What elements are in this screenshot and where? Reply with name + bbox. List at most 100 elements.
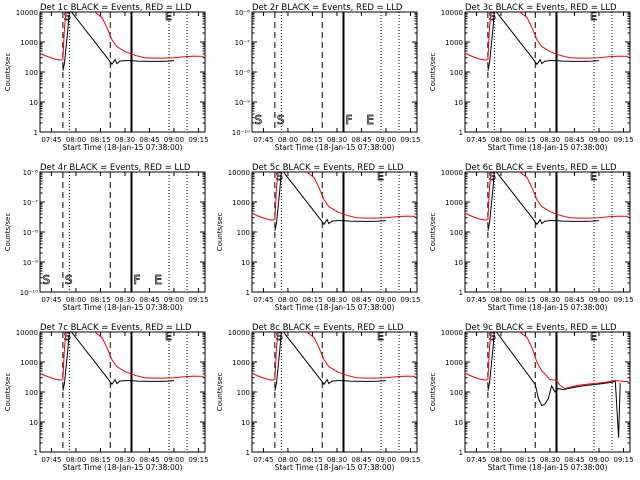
panel-title: Det 9c BLACK = Events, RED = LLD: [465, 323, 617, 333]
panel-title: Det 3c BLACK = Events, RED = LLD: [465, 3, 617, 13]
series-events-line: [62, 332, 175, 391]
x-tick-label: 08:00: [278, 456, 298, 464]
y-tick-label: 1: [246, 449, 250, 457]
x-tick-label: 08:45: [351, 456, 371, 464]
x-tick-label: 08:30: [115, 136, 135, 144]
panel-det-5: Det 5c BLACK = Events, RED = LLD 07:45 08:…: [216, 163, 421, 312]
y-tick-label: 1: [34, 129, 38, 137]
y-tick-label: 10⁻⁷: [235, 39, 251, 47]
panel-det-3: Det 3c BLACK = Events, RED = LLD 07:45 08:…: [429, 3, 634, 152]
panel-title: Det 4r BLACK = Events, RED = LLD: [40, 163, 191, 173]
x-tick-label: 08:30: [115, 296, 135, 304]
x-tick-label: 09:00: [589, 136, 609, 144]
y-tick-label: 10: [241, 419, 250, 427]
x-tick-label: 08:45: [564, 296, 584, 304]
x-tick-label: 09:15: [613, 296, 633, 304]
x-tick-label: 08:00: [491, 136, 511, 144]
y-tick-label: 1: [34, 449, 38, 457]
x-tick-label: 07:45: [253, 136, 273, 144]
x-tick-label: 09:00: [376, 136, 396, 144]
x-tick-label: 08:45: [351, 296, 371, 304]
y-axis-label: Counts/sec: [4, 373, 12, 412]
x-tick-label: 08:15: [515, 296, 535, 304]
x-tick-label: 09:15: [400, 456, 420, 464]
x-tick-label: 08:00: [278, 136, 298, 144]
y-tick-label: 1: [246, 289, 250, 297]
marker-label: E: [366, 113, 374, 127]
y-axis-label: Counts/sec: [429, 373, 437, 412]
x-tick-label: 07:45: [253, 296, 273, 304]
y-tick-label: 100: [25, 389, 38, 397]
panel-det-1: Det 1c BLACK = Events, RED = LLD 07:45 08:…: [4, 3, 209, 152]
marker-label: S: [65, 273, 73, 287]
x-tick-label: 08:00: [491, 456, 511, 464]
x-tick-label: 08:30: [327, 456, 347, 464]
y-tick-label: 10: [454, 259, 463, 267]
y-tick-label: 10000: [228, 329, 250, 337]
x-tick-label: 09:00: [164, 136, 184, 144]
x-tick-label: 07:45: [466, 136, 486, 144]
marker-label: E: [165, 330, 172, 343]
y-tick-label: 1000: [445, 39, 463, 47]
y-tick-label: 10⁻¹⁰: [20, 289, 38, 297]
series-events-line: [274, 172, 387, 231]
marker-label: S: [64, 330, 71, 343]
series-lld-line: [465, 172, 629, 221]
x-tick-label: 09:00: [164, 296, 184, 304]
x-tick-label: 09:15: [400, 296, 420, 304]
y-tick-label: 10⁻⁸: [235, 69, 251, 77]
marker-label: S: [489, 330, 496, 343]
x-axis-label: Start Time (18-Jan-15 07:38:00): [275, 303, 395, 312]
marker-label: S: [489, 10, 496, 23]
panel-title: Det 7c BLACK = Events, RED = LLD: [40, 323, 192, 333]
x-tick-label: 08:00: [66, 456, 86, 464]
y-axis-label: Counts/sec: [4, 53, 12, 92]
y-tick-label: 10⁻⁶: [235, 9, 251, 17]
marker-label: S: [277, 113, 285, 127]
marker-label: S: [64, 10, 71, 23]
y-axis-label: Counts/sec: [4, 213, 12, 252]
x-tick-label: 09:00: [376, 296, 396, 304]
x-axis-label: Start Time (18-Jan-15 07:38:00): [488, 463, 608, 472]
y-tick-label: 1000: [445, 199, 463, 207]
series-lld-line: [465, 12, 629, 61]
x-tick-label: 08:15: [302, 456, 322, 464]
x-tick-label: 08:00: [66, 136, 86, 144]
x-tick-label: 07:45: [41, 456, 61, 464]
panel-det-6: Det 6c BLACK = Events, RED = LLD 07:45 08:…: [429, 163, 634, 312]
x-axis-label: Start Time (18-Jan-15 07:38:00): [275, 463, 395, 472]
y-tick-label: 100: [25, 69, 38, 77]
x-tick-label: 08:45: [139, 136, 159, 144]
marker-label: S: [276, 170, 283, 183]
y-tick-label: 10⁻⁷: [23, 199, 39, 207]
y-tick-label: 1000: [232, 199, 250, 207]
y-tick-label: 10: [29, 419, 38, 427]
series-events-line: [62, 12, 175, 71]
y-tick-label: 10⁻⁶: [23, 169, 39, 177]
y-tick-label: 1: [459, 129, 463, 137]
series-lld-line: [40, 12, 204, 61]
x-tick-label: 08:30: [115, 456, 135, 464]
x-tick-label: 08:00: [66, 296, 86, 304]
x-tick-label: 09:15: [613, 136, 633, 144]
panel-det-8: Det 8c BLACK = Events, RED = LLD 07:45 08:…: [216, 323, 421, 472]
panel-det-2: Det 2r BLACK = Events, RED = LLD 07:45 08:…: [232, 3, 421, 152]
x-axis-label: Start Time (18-Jan-15 07:38:00): [488, 143, 608, 152]
x-tick-label: 08:45: [139, 456, 159, 464]
x-tick-label: 07:45: [41, 296, 61, 304]
x-tick-label: 08:45: [564, 456, 584, 464]
y-tick-label: 10000: [441, 9, 463, 17]
y-tick-label: 100: [237, 229, 250, 237]
y-tick-label: 10000: [441, 169, 463, 177]
y-tick-label: 10⁻¹⁰: [232, 129, 250, 137]
y-tick-label: 1: [459, 289, 463, 297]
y-axis-label: Counts/sec: [429, 53, 437, 92]
y-tick-label: 10000: [441, 329, 463, 337]
marker-label: F: [345, 113, 352, 127]
x-tick-label: 09:15: [188, 296, 208, 304]
x-tick-label: 08:15: [90, 456, 110, 464]
marker-label: E: [377, 170, 384, 183]
x-tick-label: 07:45: [466, 296, 486, 304]
x-axis-label: Start Time (18-Jan-15 07:38:00): [488, 303, 608, 312]
x-tick-label: 09:15: [188, 136, 208, 144]
